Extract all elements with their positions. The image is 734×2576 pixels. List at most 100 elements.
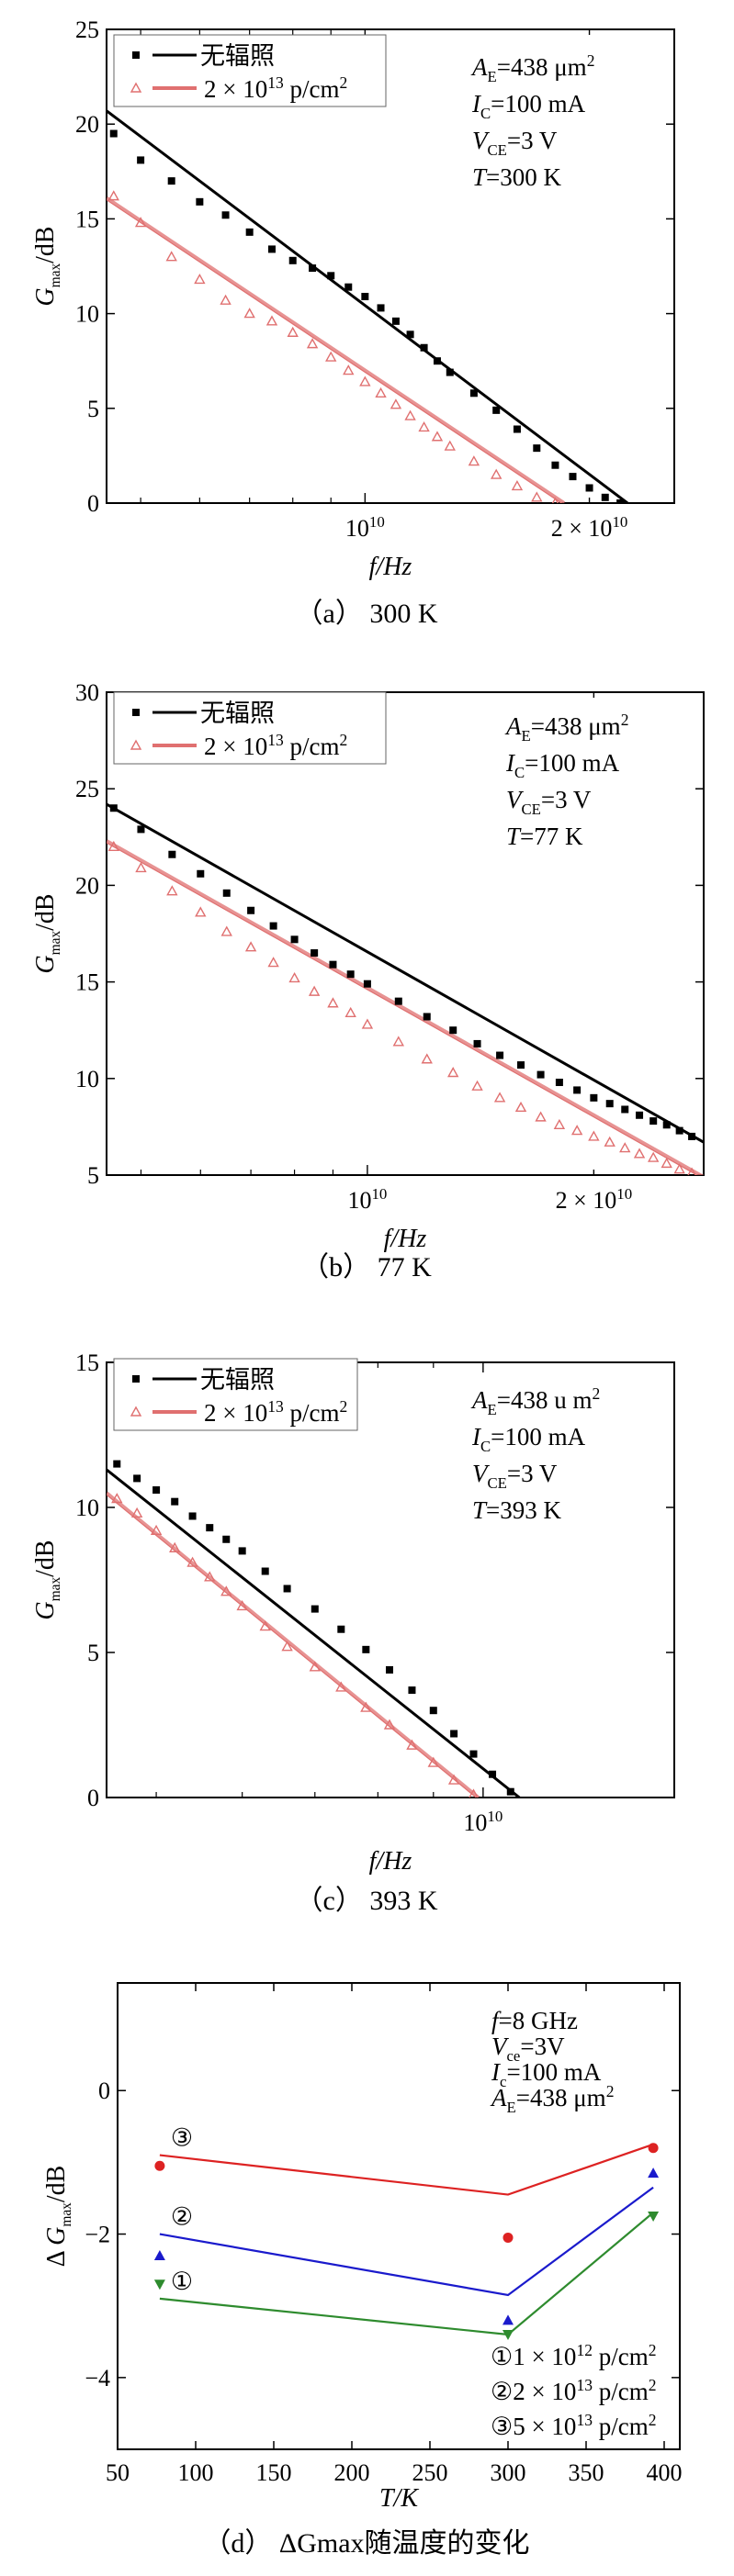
fit-line-unirradiated xyxy=(107,1468,521,1798)
legend-box xyxy=(113,34,387,107)
data-point xyxy=(648,2143,659,2154)
x-axis-label: T/K xyxy=(379,2484,419,2513)
y-tick-label: 15 xyxy=(75,969,99,996)
data-point xyxy=(429,1707,437,1715)
data-point xyxy=(688,1132,696,1140)
data-point xyxy=(344,283,353,291)
data-point xyxy=(469,1750,478,1758)
data-point xyxy=(514,1101,527,1113)
plot-area xyxy=(107,1460,521,1798)
y-tick-label: 10 xyxy=(75,1066,99,1092)
legend: 无辐照 2 × 1013 p/cm2 xyxy=(113,691,387,765)
data-point xyxy=(421,1053,433,1064)
data-point xyxy=(197,869,205,878)
data-point xyxy=(247,906,255,914)
data-point xyxy=(468,455,480,466)
x-tick-label: 1010 xyxy=(463,1808,503,1836)
data-point xyxy=(588,1130,600,1141)
fit-line-irradiated-edge xyxy=(107,842,698,1175)
legend-marker-triangle xyxy=(130,1406,142,1417)
y-axis-label: Δ Gmax/dB xyxy=(42,2166,74,2268)
x-axis-label: f/Hz xyxy=(369,1847,412,1876)
data-point xyxy=(311,1605,319,1613)
legend: 无辐照 2 × 1013 p/cm2 xyxy=(113,1358,358,1431)
data-point xyxy=(616,499,625,503)
data-point xyxy=(238,1547,246,1555)
y-tick-label: 10 xyxy=(75,1495,99,1521)
legend-marker-square xyxy=(132,709,140,716)
y-axis-label-group: Δ Gmax/dB xyxy=(42,2166,74,2268)
data-point xyxy=(569,473,577,481)
x-tick-label: 300 xyxy=(491,2459,526,2486)
x-axis-label: f/Hz xyxy=(384,1225,427,1253)
data-point xyxy=(195,906,207,917)
data-point xyxy=(506,1787,514,1796)
series-line-3 xyxy=(159,2143,654,2196)
data-point xyxy=(648,2167,660,2178)
data-point xyxy=(308,985,321,996)
data-point xyxy=(152,1486,161,1495)
chart-panel-c: 0 5 10 15 1010 f/Hz Gmax/dB （c） 393 K 无辐照 2 × 101… xyxy=(31,1350,675,1916)
y-axis-label-group: Gmax/dB xyxy=(31,1540,63,1619)
data-point xyxy=(573,1086,582,1094)
x-tick-label: 2 × 1010 xyxy=(551,513,628,542)
data-point xyxy=(337,1625,345,1633)
y-tick-label: 0 xyxy=(87,1785,99,1811)
data-point xyxy=(511,479,524,491)
legend-label-irradiated: 2 × 1013 p/cm2 xyxy=(204,1397,347,1427)
data-point xyxy=(392,1036,404,1047)
data-point xyxy=(167,177,175,185)
data-point xyxy=(383,1719,396,1730)
data-point xyxy=(418,420,430,432)
data-point xyxy=(489,1770,497,1778)
data-point xyxy=(206,1524,214,1532)
x-axis-label: f/Hz xyxy=(369,553,412,581)
data-point xyxy=(377,304,385,312)
data-point xyxy=(220,1585,232,1596)
y-tick-label: 15 xyxy=(75,1350,99,1376)
y-axis-label-group: Gmax/dB xyxy=(31,226,63,306)
x-tick-label: 250 xyxy=(412,2459,448,2486)
data-point xyxy=(259,1620,271,1631)
data-point xyxy=(473,1039,481,1047)
legend-label: ③5 × 1013 p/cm2 xyxy=(491,2411,656,2440)
data-point xyxy=(513,425,521,433)
data-point xyxy=(346,970,355,979)
fit-line-irradiated-edge xyxy=(107,199,563,503)
data-point xyxy=(113,1460,121,1468)
data-point xyxy=(327,272,335,280)
fit-line-irradiated xyxy=(107,196,566,503)
x-tick-label: 200 xyxy=(334,2459,370,2486)
data-point xyxy=(222,1535,231,1543)
data-point xyxy=(675,1126,683,1135)
data-point xyxy=(165,251,177,262)
data-point xyxy=(186,1556,198,1567)
data-point xyxy=(633,1148,646,1159)
data-point xyxy=(335,1681,347,1692)
data-point xyxy=(601,493,609,501)
data-point xyxy=(169,1541,181,1552)
data-point xyxy=(220,925,232,936)
data-point xyxy=(107,840,120,852)
data-point xyxy=(503,2232,514,2243)
annotation-line: Vce=3V xyxy=(491,2033,565,2065)
fit-line-irradiated-edge xyxy=(107,1494,478,1798)
legend-label: ①1 × 1012 p/cm2 xyxy=(491,2341,656,2370)
y-tick-label: 15 xyxy=(75,206,99,232)
data-point xyxy=(267,957,279,968)
y-tick-label: −4 xyxy=(85,2365,110,2391)
data-point xyxy=(134,217,147,228)
data-point xyxy=(109,804,118,812)
data-point xyxy=(648,2212,660,2222)
x-tick-label: 50 xyxy=(106,2459,130,2486)
y-axis-label: Gmax/dB xyxy=(31,893,63,973)
data-point xyxy=(222,889,231,897)
data-point xyxy=(533,444,541,453)
legend-marker-square xyxy=(132,51,140,59)
fit-line-irradiated xyxy=(107,839,704,1175)
data-point xyxy=(171,1497,179,1506)
data-point xyxy=(133,1474,141,1483)
annotation-line: AE=438 μm2 xyxy=(490,2082,614,2116)
plot-area xyxy=(153,2143,660,2340)
